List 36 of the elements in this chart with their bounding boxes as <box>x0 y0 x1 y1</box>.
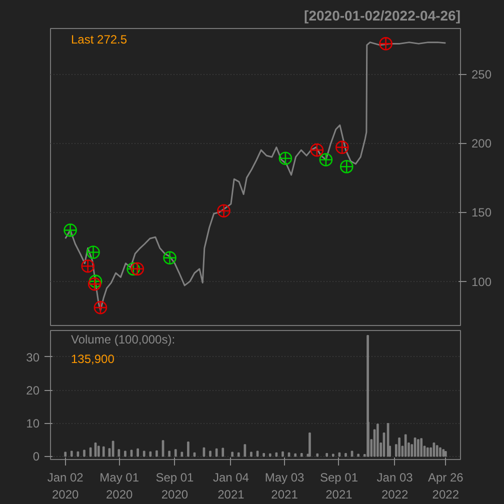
point <box>335 140 349 154</box>
y-tick-label: 100 <box>472 274 492 289</box>
point <box>278 152 292 165</box>
x-tick-label: May 01 2020 <box>100 470 140 502</box>
point <box>94 300 108 314</box>
annotation: Last 272.5 <box>71 32 128 47</box>
x-tick-label: Jan 04 2021 <box>212 470 250 502</box>
point <box>163 251 176 264</box>
y-tick-label: 200 <box>472 136 492 151</box>
point <box>130 262 144 276</box>
x-tick-label: Jan 03 2022 <box>376 470 414 502</box>
y-tick-label: 0 <box>32 450 40 464</box>
y-tick-label: 10 <box>26 416 40 431</box>
point <box>310 143 324 157</box>
point <box>88 274 102 288</box>
point <box>217 204 230 218</box>
x-tick-label: May 03 2021 <box>264 470 305 502</box>
x-tick-label: Apr 26 2022 <box>428 470 464 502</box>
point <box>81 259 95 273</box>
x-tick-label: Sep 01 2020 <box>156 470 194 502</box>
point <box>86 246 100 259</box>
x-tick-label: Jan 02 2020 <box>47 470 84 502</box>
x-tick-label: Sep 01 2021 <box>320 470 358 502</box>
y-tick-label: 30 <box>26 350 40 364</box>
y-tick-label: 250 <box>472 68 492 82</box>
annotation: 135,900 <box>71 352 115 366</box>
point <box>126 262 140 276</box>
y-tick-label: 20 <box>26 384 40 398</box>
point <box>64 224 77 237</box>
point <box>88 277 102 291</box>
point <box>340 160 354 174</box>
y-tick-label: 150 <box>472 206 492 220</box>
chart-title: [2020-01-02/2022-04-26] <box>304 8 461 24</box>
annotation: Volume (100,000s): <box>71 332 176 347</box>
point <box>319 153 333 166</box>
point <box>379 37 392 50</box>
